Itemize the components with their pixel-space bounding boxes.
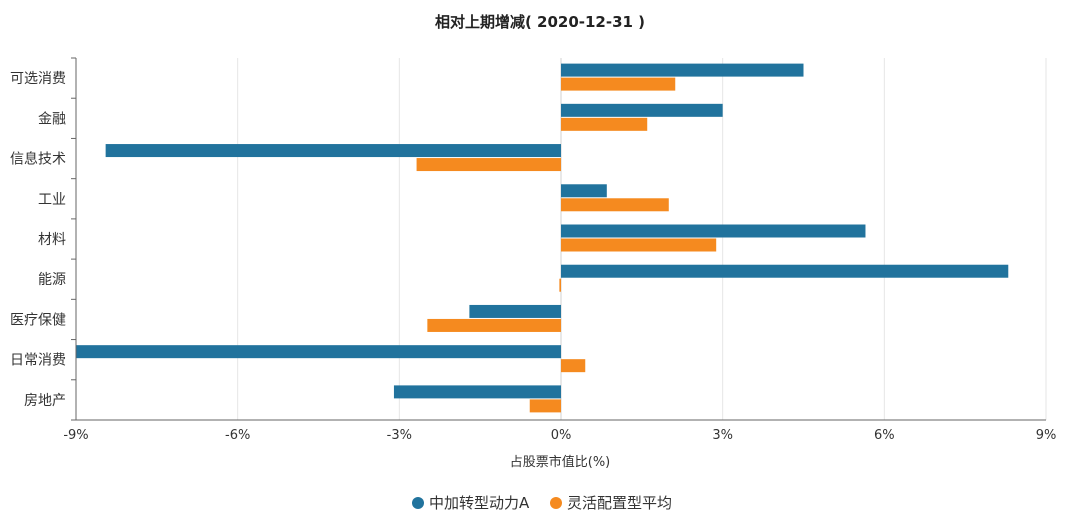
bar[interactable] [559,278,561,292]
y-category-label: 金融 [38,111,66,127]
x-tick-label: -9% [63,428,88,443]
bar[interactable] [469,304,561,318]
bar[interactable] [76,345,561,359]
legend-marker [550,497,562,509]
bar[interactable] [561,117,648,131]
bar[interactable] [561,198,669,212]
legend-label: 灵活配置型平均 [567,494,672,512]
legend-item[interactable]: 中加转型动力A [412,494,530,512]
y-category-label: 信息技术 [10,151,66,168]
axes: -9% -6% -3% 0% 3% 6% 9% 可选消费金融信息技术工业材料能源医疗保健日常消… [10,57,1057,443]
y-category-label: 工业 [38,192,66,208]
y-category-label: 房地产 [24,393,66,409]
y-category-label: 日常消费 [10,353,66,369]
legend-marker [412,497,424,509]
legend[interactable]: 中加转型动力A 灵活配置型平均 [412,494,672,512]
bar[interactable] [529,399,561,413]
bars [76,63,1009,413]
bar[interactable] [561,264,1009,278]
bar[interactable] [561,359,586,373]
x-tick-label: 6% [874,428,895,443]
y-category-label: 可选消费 [10,71,66,87]
bar[interactable] [427,318,561,332]
legend-item[interactable]: 灵活配置型平均 [550,494,672,512]
bar[interactable] [561,63,804,77]
bar[interactable] [561,238,717,252]
x-tick-label: -3% [387,428,412,443]
bar[interactable] [105,144,561,158]
chart-title: 相对上期增减( 2020-12-31 ) [435,13,645,31]
bar[interactable] [561,224,866,238]
bar[interactable] [416,158,561,172]
x-tick-label: 0% [551,428,572,443]
y-category-label: 材料 [38,232,66,248]
x-tick-label: 9% [1036,428,1057,443]
x-tick-label: -6% [225,428,250,443]
legend-label: 中加转型动力A [429,494,530,512]
bar[interactable] [561,184,607,198]
x-tick-label: 3% [712,428,733,443]
y-category-label: 医疗保健 [10,312,66,328]
bar[interactable] [393,385,561,399]
bar[interactable] [561,77,676,91]
y-category-label: 能源 [38,272,66,288]
bar[interactable] [561,103,723,117]
x-axis-title: 占股票市值比(%) [510,454,611,470]
